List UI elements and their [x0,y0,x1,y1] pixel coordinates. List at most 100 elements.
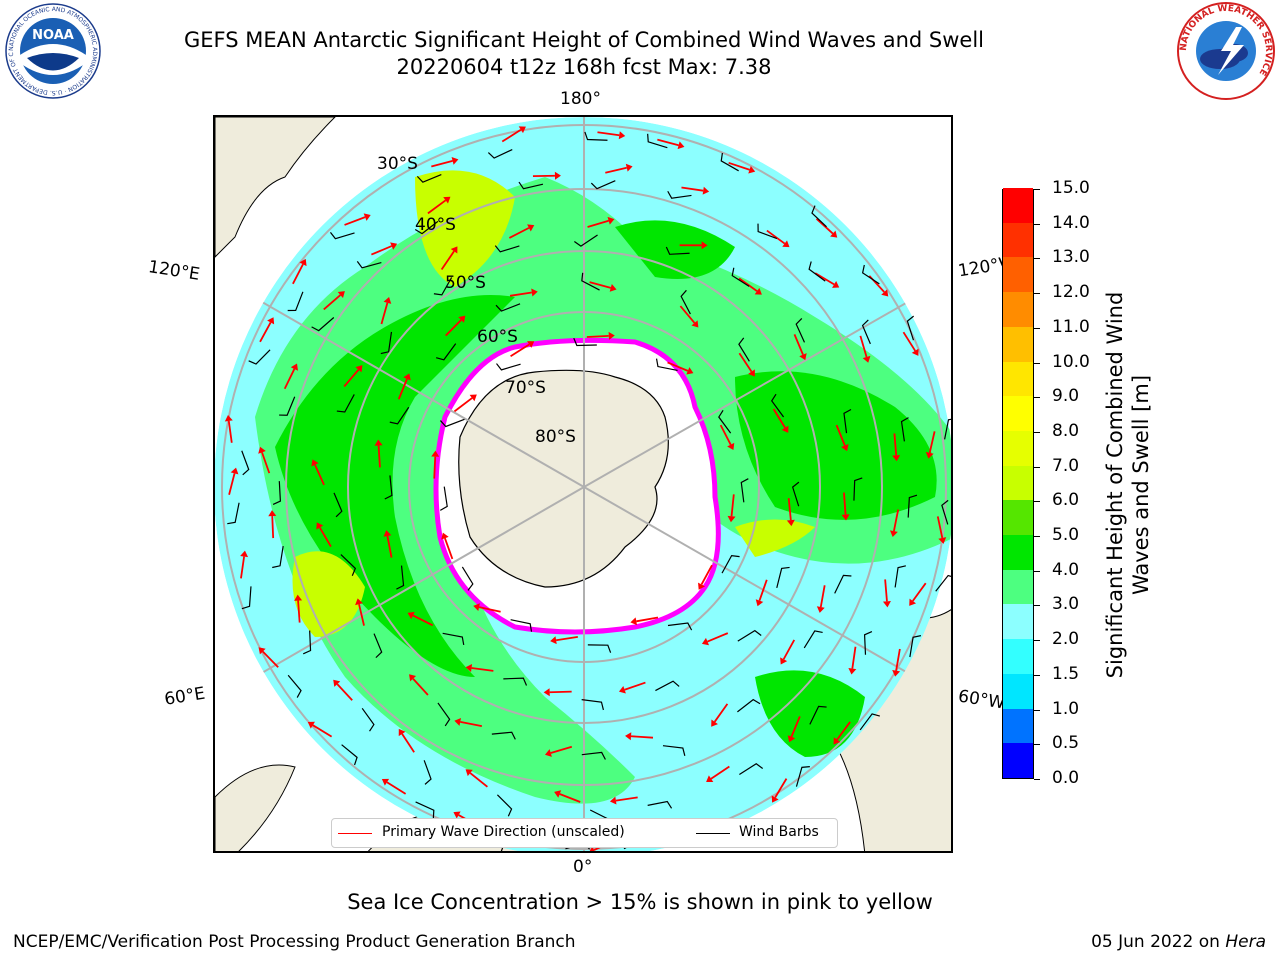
wave-arrow [738,277,758,292]
wave-arrow [469,772,488,788]
wave-arrow-head [706,775,714,783]
wave-arrow-head [816,606,825,613]
wave-arrow-head [781,425,789,433]
wave-arrow-head [786,519,795,527]
wave-arrow [681,186,704,192]
wave-arrow [713,703,729,723]
wave-arrow-head [311,459,319,467]
wind-barb [329,231,355,240]
wind-barb [665,246,690,255]
wave-arrow [819,585,826,608]
lat-label-70s: 70°S [505,378,546,398]
wave-arrow [667,361,689,372]
wave-arrow-head [848,667,857,675]
wind-barb [662,745,686,756]
wave-arrow [386,535,393,558]
noaa-text: NOAA [32,28,74,43]
chart-subtitle: 20220604 t12z 168h fcst Max: 7.38 [396,55,772,79]
wave-arrow-head [441,532,449,540]
lat-label-40s: 40°S [415,215,456,235]
wave-arrow [912,582,927,602]
lat-label-30s: 30°S [377,154,418,174]
wave-arrow-head [630,617,638,626]
wind-barb [361,707,375,732]
wave-arrow [555,635,578,642]
colorbar-tick-label: 14.0 [1052,212,1090,233]
colorbar-tick-label: 12.0 [1052,282,1090,303]
wave-arrow [815,218,834,235]
colorbar-tick-label: 2.0 [1052,629,1080,650]
wave-arrow [386,781,407,795]
colorbar-tick-mark [1034,258,1040,260]
colorbar-tick-label: 13.0 [1052,247,1090,268]
colorbar-tick-label: 11.0 [1052,316,1090,337]
wave-arrow-head [381,778,390,786]
wind-barb [311,317,335,332]
wave-arrow [427,199,447,215]
wave-arrow-head [290,363,298,371]
colorbar-tick-label: 1.0 [1052,698,1080,719]
colorbar-tick-mark [1034,570,1040,572]
wave-arrow-head [691,320,699,328]
wave-arrow-head [609,796,617,805]
colorbar-tick-label: 15.0 [1052,178,1090,198]
colorbar-tick-mark [1034,466,1040,468]
wind-barb [907,494,918,518]
colorbar-tick-mark [1034,779,1040,780]
wave-arrow [843,492,847,515]
wave-arrow-head [527,224,535,232]
wind-barb [731,267,750,287]
lon-label-60e: 60°E [163,683,207,710]
wave-arrow-head [925,451,934,459]
wave-arrow [508,227,530,239]
wave-arrow [371,245,393,256]
wind-barb [720,152,739,172]
wind-barb [279,396,296,416]
wind-barb [791,481,800,507]
colorbar-tick-mark [1034,674,1040,676]
wind-barb [380,331,393,355]
wave-arrow-head [702,186,710,195]
wave-arrow-head [727,442,735,451]
wind-barb [776,566,790,588]
wave-arrow [319,527,332,548]
sea-ice-note: Sea Ice Concentration > 15% is shown in … [347,890,933,914]
wave-arrow-head [799,353,807,361]
colorbar-segment [1003,742,1033,778]
legend-wave-label: Primary Wave Direction (unscaled) [382,824,625,840]
wave-arrow [884,579,888,602]
wave-arrow-head [431,450,440,457]
wave-arrow [358,603,365,626]
colorbar-tick-mark [1034,223,1040,225]
wind-barb [718,409,732,434]
wind-barb [414,220,439,235]
lon-label-120e: 120°E [146,257,202,285]
wave-arrow [587,219,609,228]
wave-arrow-head [543,688,550,697]
colorbar-segment [1003,326,1033,362]
wind-barb [423,760,432,785]
wind-barb [843,408,852,434]
wave-arrow-head [407,611,415,620]
wave-arrow-head [363,213,371,221]
lat-label-60s: 60°S [477,327,518,347]
colorbar-tick-mark [1034,431,1040,433]
wind-barb [590,180,616,190]
wave-arrow-head [453,811,461,819]
wave-arrow-head [443,196,451,204]
legend-wave-line [338,833,372,834]
wave-arrow [550,745,573,754]
wind-barb [581,272,600,291]
wind-barb [906,315,915,341]
wind-barb [416,173,442,183]
wave-arrow [793,334,804,355]
wind-barb [771,393,785,418]
colorbar-tick-label: 1.5 [1052,663,1080,684]
colorbar-tick-label: 9.0 [1052,386,1080,407]
wind-barb [853,477,863,501]
wave-arrow-head [832,280,840,288]
wave-arrow [343,369,360,387]
wave-arrow [460,721,483,727]
wind-barb [581,751,606,760]
wave-arrow-head [294,594,303,601]
